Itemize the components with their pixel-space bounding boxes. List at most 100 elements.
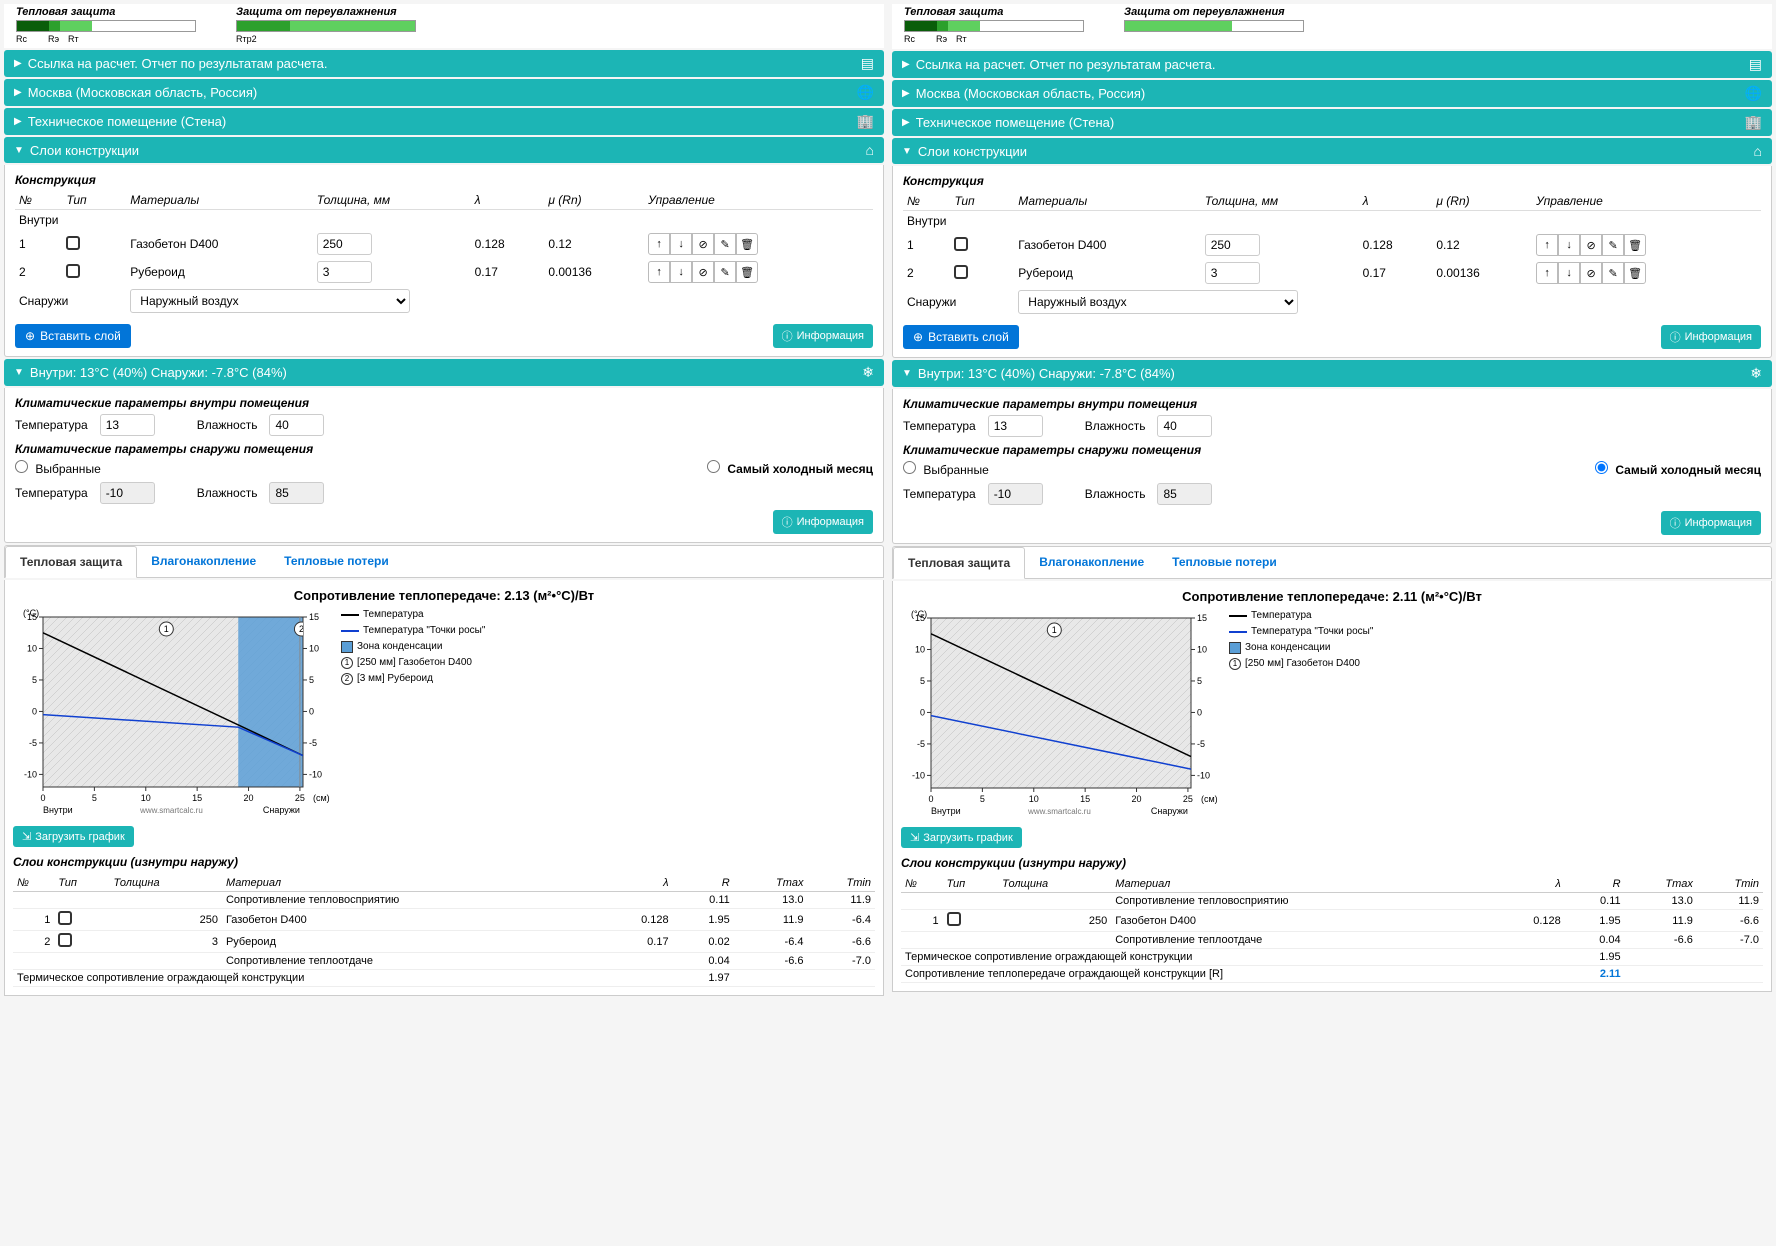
accordion-header[interactable]: ▼Слои конструкции ⌂ xyxy=(4,137,884,163)
tab-heatloss[interactable]: Тепловые потери xyxy=(270,546,403,577)
svg-text:(°С): (°С) xyxy=(911,609,927,619)
svg-text:Снаружи: Снаружи xyxy=(263,805,300,815)
edit-button[interactable]: ✎ xyxy=(1602,234,1624,256)
accordion-header[interactable]: ▶Ссылка на расчет. Отчет по результатам … xyxy=(4,50,884,77)
move-up-button[interactable]: ↑ xyxy=(648,261,670,283)
tab-moisture[interactable]: Влагонакопление xyxy=(1025,547,1158,578)
info-button[interactable]: ⓘ Информация xyxy=(1661,325,1761,349)
climate-outside-title: Климатические параметры снаружи помещени… xyxy=(903,443,1761,457)
result-row: Сопротивление тепловосприятию 0.1113.011… xyxy=(901,893,1763,910)
toggle-button[interactable]: ⊘ xyxy=(692,261,714,283)
accordion-header[interactable]: ▶Техническое помещение (Стена) 🏢 xyxy=(892,109,1772,136)
info-icon: ⓘ xyxy=(782,328,793,344)
temp-label-out: Температура xyxy=(15,486,88,500)
tab-thermal[interactable]: Тепловая защита xyxy=(5,546,137,578)
download-chart-button[interactable]: ⇲ Загрузить график xyxy=(901,827,1022,848)
tab-heatloss[interactable]: Тепловые потери xyxy=(1158,547,1291,578)
info-icon: ⓘ xyxy=(1670,515,1681,531)
result-row: 1250Газобетон D400 0.1281.9511.9-6.6 xyxy=(901,910,1763,932)
thickness-input[interactable] xyxy=(1205,262,1260,284)
results-table: №ТипТолщинаМатериалλRTmaxTmin Сопротивле… xyxy=(13,875,875,987)
results-title: Слои конструкции (изнутри наружу) xyxy=(13,855,875,869)
svg-text:10: 10 xyxy=(1197,644,1207,654)
svg-text:-5: -5 xyxy=(917,739,925,749)
inside-temp-input[interactable] xyxy=(100,414,155,436)
delete-button[interactable]: 🗑 xyxy=(1624,234,1646,256)
thickness-input[interactable] xyxy=(1205,234,1260,256)
accordion-label: Слои конструкции xyxy=(30,143,139,158)
info-button[interactable]: ⓘ Информация xyxy=(1661,511,1761,535)
download-icon: ⇲ xyxy=(910,831,919,844)
outside-temp-input[interactable] xyxy=(100,482,155,504)
delete-button[interactable]: 🗑 xyxy=(736,261,758,283)
delete-button[interactable]: 🗑 xyxy=(1624,262,1646,284)
thickness-input[interactable] xyxy=(317,261,372,283)
accordion-label: Слои конструкции xyxy=(918,144,1027,159)
inside-hum-input[interactable] xyxy=(269,414,324,436)
toggle-button[interactable]: ⊘ xyxy=(692,233,714,255)
layer-material: Рубероид xyxy=(1014,259,1200,287)
accordion-header[interactable]: ▶Москва (Московская область, Россия) 🌐 xyxy=(4,79,884,106)
delete-button[interactable]: 🗑 xyxy=(736,233,758,255)
outside-select[interactable]: Наружный воздух xyxy=(1018,290,1298,314)
svg-text:Снаружи: Снаружи xyxy=(1151,806,1188,816)
accordion-header[interactable]: ▼Внутри: 13°C (40%) Снаружи: -7.8°C (84%… xyxy=(892,360,1772,387)
insert-layer-button[interactable]: ⊕ Вставить слой xyxy=(15,324,131,348)
svg-text:5: 5 xyxy=(980,794,985,804)
move-down-button[interactable]: ↓ xyxy=(670,261,692,283)
building-icon: 🏢 xyxy=(1745,114,1762,131)
list-icon: ▤ xyxy=(861,55,874,72)
layer-type-icon xyxy=(66,264,80,278)
result-row: 23Рубероид 0.170.02-6.4-6.6 xyxy=(13,931,875,953)
radio-coldest[interactable]: Самый холодный месяц xyxy=(707,460,873,476)
info-icon: ⓘ xyxy=(782,514,793,530)
svg-text:15: 15 xyxy=(1080,794,1090,804)
accordion-header[interactable]: ▶Техническое помещение (Стена) 🏢 xyxy=(4,108,884,135)
layers-title: Конструкция xyxy=(903,174,1761,188)
accordion-header[interactable]: ▶Ссылка на расчет. Отчет по результатам … xyxy=(892,51,1772,78)
mu-val: 0.12 xyxy=(1432,231,1532,259)
outside-hum-input[interactable] xyxy=(269,482,324,504)
snow-icon: ❄ xyxy=(862,364,874,381)
outside-temp-input[interactable] xyxy=(988,483,1043,505)
radio-coldest[interactable]: Самый холодный месяц xyxy=(1595,461,1761,477)
accordion-header[interactable]: ▼Слои конструкции ⌂ xyxy=(892,138,1772,164)
move-up-button[interactable]: ↑ xyxy=(1536,234,1558,256)
svg-text:-10: -10 xyxy=(1197,770,1210,780)
toggle-button[interactable]: ⊘ xyxy=(1580,262,1602,284)
info-button[interactable]: ⓘ Информация xyxy=(773,510,873,534)
chart-legend: Температура Температура "Точки росы" Зон… xyxy=(1229,608,1373,821)
toggle-button[interactable]: ⊘ xyxy=(1580,234,1602,256)
move-up-button[interactable]: ↑ xyxy=(1536,262,1558,284)
layers-table: №ТипМатериалыТолщина, ммλμ (Rn)Управлени… xyxy=(15,191,873,316)
building-icon: 🏢 xyxy=(857,113,874,130)
edit-button[interactable]: ✎ xyxy=(714,261,736,283)
thickness-input[interactable] xyxy=(317,233,372,255)
climate-inside-title: Климатические параметры внутри помещения xyxy=(903,397,1761,411)
inside-temp-input[interactable] xyxy=(988,415,1043,437)
download-chart-button[interactable]: ⇲ Загрузить график xyxy=(13,826,134,847)
radio-selected[interactable]: Выбранные xyxy=(903,461,989,477)
download-icon: ⇲ xyxy=(22,830,31,843)
indicator: Защита от переувлажнения xyxy=(1124,6,1304,45)
hum-label: Влажность xyxy=(1085,419,1146,433)
move-down-button[interactable]: ↓ xyxy=(1558,234,1580,256)
lambda-val: 0.128 xyxy=(471,230,545,258)
move-down-button[interactable]: ↓ xyxy=(1558,262,1580,284)
inside-hum-input[interactable] xyxy=(1157,415,1212,437)
info-button[interactable]: ⓘ Информация xyxy=(773,324,873,348)
accordion-header[interactable]: ▼Внутри: 13°C (40%) Снаружи: -7.8°C (84%… xyxy=(4,359,884,386)
move-down-button[interactable]: ↓ xyxy=(670,233,692,255)
insert-layer-button[interactable]: ⊕ Вставить слой xyxy=(903,325,1019,349)
edit-button[interactable]: ✎ xyxy=(714,233,736,255)
move-up-button[interactable]: ↑ xyxy=(648,233,670,255)
accordion-header[interactable]: ▶Москва (Московская область, Россия) 🌐 xyxy=(892,80,1772,107)
radio-selected[interactable]: Выбранные xyxy=(15,460,101,476)
svg-text:-5: -5 xyxy=(1197,739,1205,749)
accordion-label: Техническое помещение (Стена) xyxy=(916,115,1115,130)
outside-hum-input[interactable] xyxy=(1157,483,1212,505)
tab-thermal[interactable]: Тепловая защита xyxy=(893,547,1025,579)
tab-moisture[interactable]: Влагонакопление xyxy=(137,546,270,577)
outside-select[interactable]: Наружный воздух xyxy=(130,289,410,313)
edit-button[interactable]: ✎ xyxy=(1602,262,1624,284)
